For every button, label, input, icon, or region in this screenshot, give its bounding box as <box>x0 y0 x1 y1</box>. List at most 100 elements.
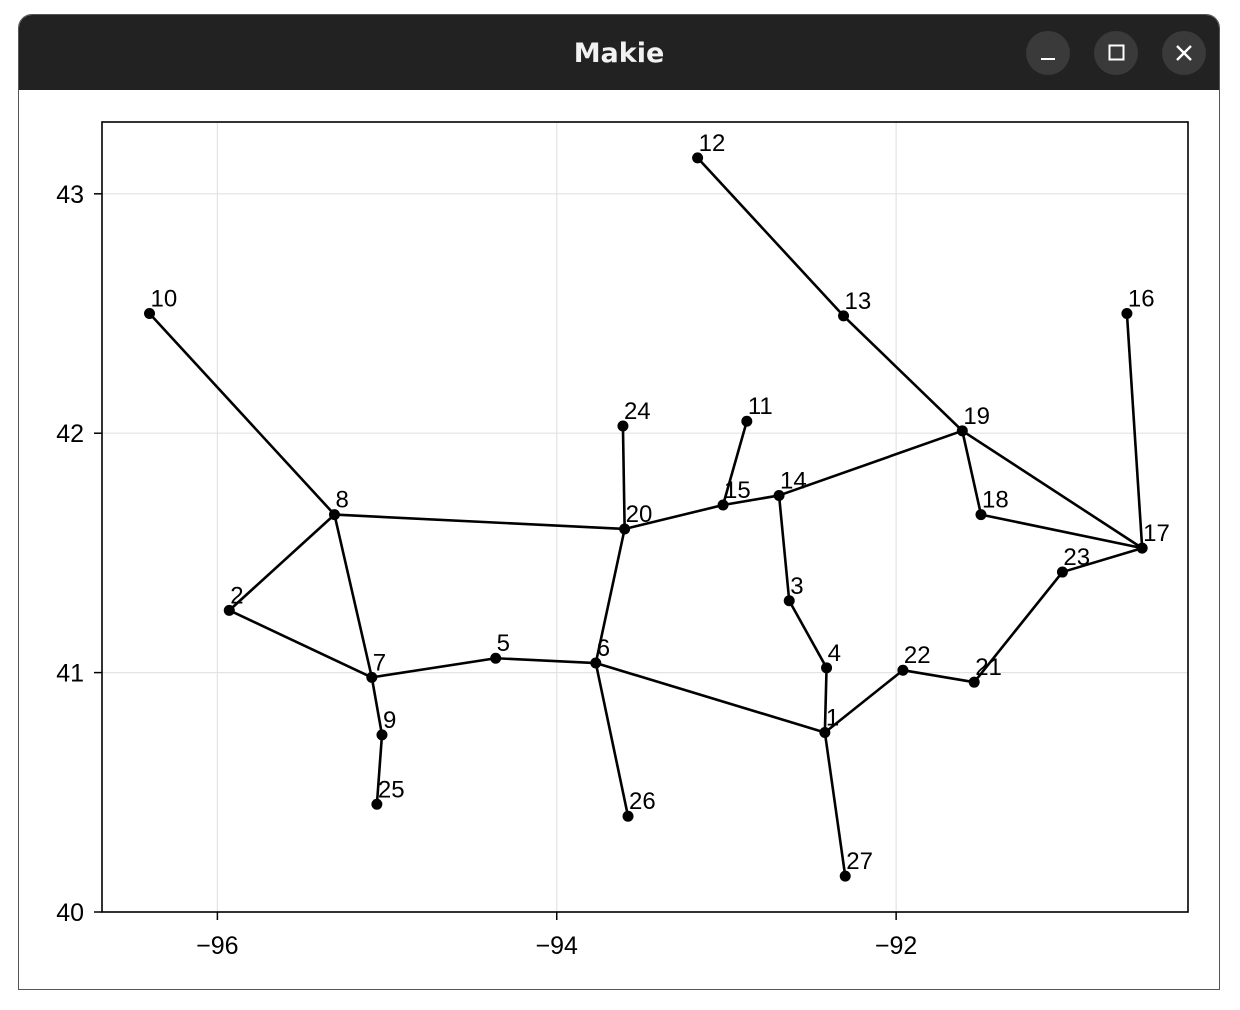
node-label: 5 <box>497 630 510 657</box>
node-label: 23 <box>1063 544 1090 571</box>
graph-edge <box>621 426 626 529</box>
graph-edge <box>778 429 963 497</box>
graph-edge <box>594 662 630 817</box>
minimize-button[interactable] <box>1026 31 1070 75</box>
graph-edge <box>902 668 975 684</box>
graph-edge <box>333 514 374 678</box>
graph-node <box>783 595 795 607</box>
close-button[interactable] <box>1162 31 1206 75</box>
graph-node <box>619 523 631 535</box>
y-tick-label: 43 <box>56 181 84 209</box>
graph-node <box>617 420 629 432</box>
graph-node <box>897 664 909 676</box>
node-label: 9 <box>383 707 396 734</box>
node-label: 7 <box>373 649 386 676</box>
graph-node <box>956 425 968 437</box>
graph-node <box>717 499 729 511</box>
graph-nodes <box>144 152 1148 882</box>
graph-node <box>376 729 388 741</box>
app-window: Makie <box>18 14 1220 990</box>
window-title: Makie <box>573 38 665 69</box>
graph-edge <box>980 513 1143 550</box>
node-label: 4 <box>828 640 841 667</box>
graph-edge <box>370 677 384 736</box>
graph-edge <box>148 312 336 516</box>
node-label: 15 <box>724 477 751 504</box>
minimize-icon <box>1041 58 1055 60</box>
graph-node <box>975 509 987 521</box>
node-label: 1 <box>826 704 839 731</box>
node-label: 14 <box>780 467 807 494</box>
graph-edge <box>842 314 964 432</box>
node-label: 22 <box>904 642 931 669</box>
graph-edge <box>696 157 845 317</box>
graph-node <box>968 676 980 688</box>
graph-node <box>741 415 753 427</box>
graph-node <box>1121 308 1133 320</box>
x-tick-label: −94 <box>536 932 579 960</box>
y-tick-label: 42 <box>56 420 84 448</box>
node-label: 10 <box>151 286 178 313</box>
node-label: 13 <box>845 288 872 315</box>
graph-node <box>622 810 634 822</box>
node-label: 6 <box>597 635 610 662</box>
node-label: 3 <box>790 573 803 600</box>
maximize-icon <box>1108 44 1125 61</box>
graph-edge <box>777 495 791 601</box>
graph-edge <box>823 667 828 733</box>
node-label: 26 <box>629 788 656 815</box>
graph-edge <box>788 600 828 669</box>
graph-edge <box>1125 313 1144 549</box>
x-tick-label: −96 <box>196 932 238 960</box>
graph-edge <box>495 656 596 665</box>
graph-edge <box>334 513 625 531</box>
graph-node <box>819 726 831 738</box>
graph-node <box>144 308 156 320</box>
graph-node <box>692 152 704 164</box>
node-label: 11 <box>748 393 773 420</box>
graph-node <box>821 662 833 674</box>
close-icon <box>1176 45 1192 61</box>
node-label: 17 <box>1143 520 1170 547</box>
graph-edge <box>371 656 496 679</box>
graph-node <box>1056 566 1068 578</box>
graph-node <box>773 489 785 501</box>
graph-edge <box>823 732 847 877</box>
node-label: 2 <box>230 582 243 609</box>
graph-node <box>1136 542 1148 554</box>
node-label: 8 <box>335 487 348 514</box>
graph-node <box>590 657 602 669</box>
graph-node <box>838 310 850 322</box>
graph-node <box>371 798 383 810</box>
node-label: 24 <box>624 398 651 425</box>
graph-edge <box>961 430 983 515</box>
graph-edge <box>624 503 724 531</box>
node-label: 12 <box>699 130 726 157</box>
node-label: 25 <box>378 776 405 803</box>
graph-edge <box>595 661 826 734</box>
node-label: 27 <box>846 848 873 875</box>
maximize-button[interactable] <box>1094 31 1138 75</box>
graph-edge <box>973 571 1064 683</box>
axis-frame <box>101 121 1189 913</box>
graph-node <box>223 604 235 616</box>
graph-node <box>839 870 851 882</box>
node-label: 18 <box>982 487 1009 514</box>
y-tick-label: 41 <box>56 660 84 688</box>
graph-edge <box>722 494 780 507</box>
graph-edge <box>961 429 1143 550</box>
node-label: 19 <box>963 403 990 430</box>
graph-node <box>490 652 502 664</box>
node-label: 16 <box>1128 286 1155 313</box>
node-label: 20 <box>626 501 653 528</box>
graph-edges <box>148 157 1144 877</box>
node-labels: 12 345 67891011121314151617181920212223242… <box>151 130 1170 875</box>
x-tick-label: −92 <box>875 932 917 960</box>
title-bar[interactable]: Makie <box>19 15 1219 90</box>
graph-node <box>366 671 378 683</box>
graph-edge <box>375 734 384 805</box>
graph-edge <box>1062 546 1143 574</box>
y-tick-label: 40 <box>56 899 84 927</box>
